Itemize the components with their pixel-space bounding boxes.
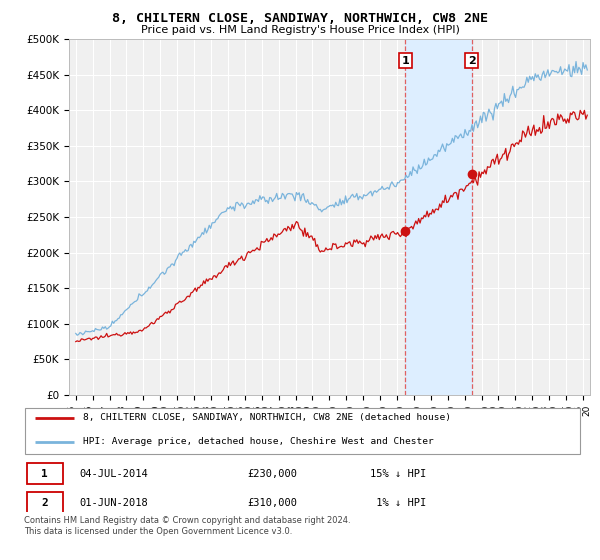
Text: 1: 1 [401, 55, 409, 66]
Text: 1: 1 [41, 469, 48, 479]
Text: 01-JUN-2018: 01-JUN-2018 [80, 498, 149, 508]
Text: 8, CHILTERN CLOSE, SANDIWAY, NORTHWICH, CW8 2NE (detached house): 8, CHILTERN CLOSE, SANDIWAY, NORTHWICH, … [83, 413, 451, 422]
Text: £310,000: £310,000 [247, 498, 297, 508]
FancyBboxPatch shape [27, 492, 63, 514]
Text: 1% ↓ HPI: 1% ↓ HPI [370, 498, 426, 508]
Text: 15% ↓ HPI: 15% ↓ HPI [370, 469, 426, 479]
Text: 2: 2 [468, 55, 476, 66]
Text: 04-JUL-2014: 04-JUL-2014 [80, 469, 149, 479]
Text: 2: 2 [41, 498, 48, 508]
Text: Contains HM Land Registry data © Crown copyright and database right 2024.
This d: Contains HM Land Registry data © Crown c… [24, 516, 350, 536]
Text: £230,000: £230,000 [247, 469, 297, 479]
Text: Price paid vs. HM Land Registry's House Price Index (HPI): Price paid vs. HM Land Registry's House … [140, 25, 460, 35]
FancyBboxPatch shape [27, 463, 63, 484]
Bar [406, 39, 472, 395]
Text: HPI: Average price, detached house, Cheshire West and Chester: HPI: Average price, detached house, Ches… [83, 437, 433, 446]
Text: 8, CHILTERN CLOSE, SANDIWAY, NORTHWICH, CW8 2NE: 8, CHILTERN CLOSE, SANDIWAY, NORTHWICH, … [112, 12, 488, 25]
FancyBboxPatch shape [25, 408, 580, 454]
